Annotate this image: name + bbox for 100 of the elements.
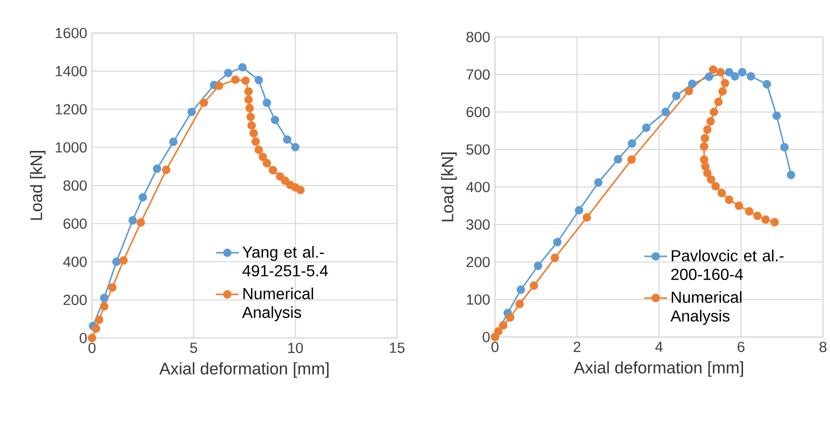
x-tick-label: 2 <box>574 342 580 352</box>
legend-label: Numerical Analysis <box>670 291 742 325</box>
x-tick-label: 6 <box>738 342 744 352</box>
point <box>94 316 104 324</box>
point <box>700 142 708 151</box>
point <box>761 215 770 224</box>
point <box>710 108 718 116</box>
point <box>614 155 622 164</box>
point <box>730 72 740 81</box>
point <box>200 98 208 107</box>
point <box>280 176 290 185</box>
point <box>224 68 232 78</box>
y-tick-label: 200 <box>64 294 87 306</box>
point <box>594 178 603 187</box>
point <box>100 302 108 311</box>
y-tick-label: 300 <box>466 219 490 230</box>
y-tick-label: 100 <box>466 294 490 305</box>
point <box>254 76 263 84</box>
point <box>627 155 636 164</box>
x-axis-title: Axial deformation [mm] <box>159 362 329 378</box>
point <box>187 108 196 116</box>
legend-label: Yang et al.- 491-251-5.4 <box>242 246 328 276</box>
legend-label: Pavlovcic et al.- 200-160-4 <box>671 250 784 280</box>
point <box>128 216 137 225</box>
point <box>169 138 178 146</box>
point <box>92 324 100 333</box>
point <box>772 112 781 120</box>
point <box>506 313 514 322</box>
point <box>249 129 258 138</box>
x-tick-label: 0 <box>88 342 96 354</box>
point <box>703 125 712 134</box>
y-tick-label: 0 <box>80 332 87 344</box>
y-tick-label: 600 <box>466 106 490 118</box>
point <box>672 92 680 100</box>
y-tick-label: 800 <box>466 32 490 42</box>
point <box>724 196 734 204</box>
point <box>162 166 170 174</box>
legend-label: Numerical Analysis <box>242 288 314 322</box>
point <box>738 68 746 76</box>
point <box>762 80 772 88</box>
y-tick-label: 800 <box>63 180 87 191</box>
point <box>745 207 754 216</box>
y-tick-label: 0 <box>482 332 490 342</box>
point <box>238 63 247 72</box>
point <box>499 321 508 330</box>
y-tick-label: 1600 <box>56 28 87 38</box>
point <box>119 256 128 265</box>
y-tick-label: 400 <box>63 256 87 267</box>
y-tick-label: 600 <box>64 218 87 229</box>
point <box>108 283 117 292</box>
point <box>268 166 278 174</box>
point <box>262 98 272 107</box>
point <box>770 218 779 226</box>
point <box>296 186 305 194</box>
point <box>724 68 734 76</box>
point <box>718 188 726 198</box>
point <box>582 213 592 222</box>
point <box>688 80 696 88</box>
point <box>258 152 268 162</box>
point <box>516 286 526 294</box>
y-tick-label: 200 <box>466 256 490 268</box>
x-tick-label: 15 <box>390 342 405 353</box>
y-tick-label: 700 <box>466 69 490 80</box>
point <box>714 98 723 106</box>
y-tick-label: 1400 <box>56 66 87 76</box>
point <box>734 202 744 210</box>
point <box>231 76 240 84</box>
point <box>534 262 542 270</box>
point <box>574 206 584 214</box>
point <box>700 155 708 164</box>
point <box>244 87 253 96</box>
point <box>241 76 250 85</box>
x-axis-title: Axial deformation [mm] <box>574 361 744 377</box>
point <box>684 86 694 96</box>
point <box>704 72 714 81</box>
point <box>246 112 255 122</box>
y-tick-label: 500 <box>466 144 490 155</box>
point <box>138 193 148 202</box>
point <box>244 96 253 104</box>
point <box>291 142 300 152</box>
point <box>136 218 146 227</box>
point <box>708 65 718 74</box>
x-tick-label: 5 <box>190 342 198 353</box>
point <box>642 124 650 132</box>
point <box>247 121 256 130</box>
point <box>703 168 712 178</box>
x-tick-label: 10 <box>288 342 303 354</box>
point <box>530 281 538 290</box>
x-tick-label: 0 <box>491 342 498 352</box>
point <box>245 104 254 112</box>
y-tick-label: 1000 <box>56 142 87 153</box>
point <box>254 146 263 154</box>
point <box>700 134 710 142</box>
point <box>706 117 715 126</box>
point <box>780 143 789 152</box>
point <box>711 182 720 190</box>
point <box>262 158 272 168</box>
point <box>100 294 108 302</box>
y-tick-label: 1200 <box>56 104 87 114</box>
point <box>720 78 730 88</box>
